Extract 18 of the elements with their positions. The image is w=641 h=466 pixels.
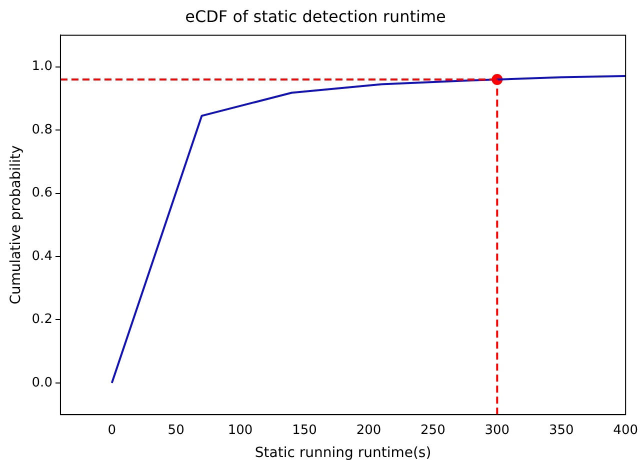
x-tick-label: 250 [420, 422, 446, 438]
y-tick-label: 1.0 [32, 59, 52, 74]
x-tick-label: 50 [168, 422, 184, 438]
chart-title: eCDF of static detection runtime [185, 6, 446, 26]
y-tick-label: 0.4 [32, 248, 52, 264]
x-tick-label: 300 [484, 422, 510, 438]
y-tick-label: 0.2 [32, 312, 52, 328]
x-axis-title: Static running runtime(s) [254, 445, 432, 462]
x-tick-label: 100 [228, 422, 253, 438]
x-tick-label: 400 [613, 422, 638, 438]
y-tick-label: 0.6 [32, 186, 52, 201]
y-tick-label: 0.0 [32, 375, 52, 390]
x-tick-label: 200 [356, 422, 382, 438]
x-tick-label: 350 [548, 422, 574, 438]
x-tick-label: 0 [108, 422, 116, 438]
x-tick-label: 150 [292, 422, 317, 438]
y-axis-title: Cumulative probability [8, 145, 24, 304]
y-tick-label: 0.8 [32, 122, 52, 138]
